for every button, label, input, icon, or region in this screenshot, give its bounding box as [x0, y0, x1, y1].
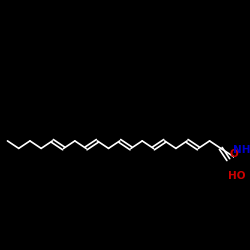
- Text: NH: NH: [233, 145, 250, 155]
- Text: O: O: [229, 149, 238, 159]
- Text: HO: HO: [228, 171, 245, 181]
